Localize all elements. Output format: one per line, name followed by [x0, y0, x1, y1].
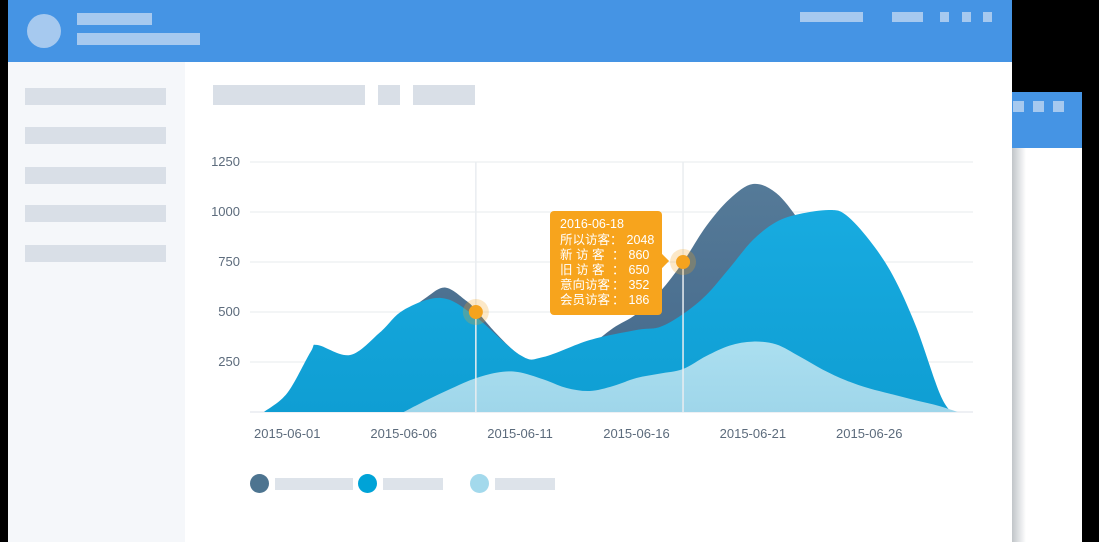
tooltip-row: 会员访客： 186 [560, 293, 650, 307]
filter-bar-placeholder[interactable] [413, 85, 475, 105]
legend-dot [358, 474, 377, 493]
legend-label-placeholder [275, 478, 353, 490]
highlight-dot-halo [462, 299, 489, 325]
avatar[interactable] [27, 14, 61, 48]
tooltip-row: 新 访 客： 860 [560, 248, 650, 262]
highlight-dot-halo [670, 249, 697, 275]
tooltip-row: 意向访客： 352 [560, 278, 650, 292]
x-axis-label: 2015-06-06 [370, 426, 437, 441]
sidebar-nav-item-placeholder[interactable] [25, 127, 166, 144]
sidebar-nav-item-placeholder[interactable] [25, 88, 166, 105]
sidebar [8, 62, 185, 542]
legend-dot [250, 474, 269, 493]
y-axis-label: 250 [218, 354, 240, 369]
highlight-dot[interactable] [468, 305, 483, 319]
tooltip-date: 2016-06-18 [560, 217, 624, 231]
header-action-icon[interactable] [940, 12, 949, 22]
area-series-light[interactable] [403, 341, 958, 412]
x-axis-label: 2015-06-16 [603, 426, 670, 441]
y-axis-label: 1000 [211, 204, 240, 219]
sidebar-nav-item-placeholder[interactable] [25, 167, 166, 184]
highlight-dot[interactable] [676, 255, 691, 269]
filter-chip-placeholder[interactable] [378, 85, 400, 105]
main-window: 250 500 750 1000 1250 2015-06-01 2015-06-06 20… [8, 0, 1012, 542]
sidebar-nav-item-placeholder[interactable] [25, 205, 166, 222]
background-window[interactable] [1012, 92, 1082, 542]
header-menu-placeholder[interactable] [892, 12, 923, 22]
x-axis-label: 2015-06-01 [254, 426, 321, 441]
sidebar-nav-item-placeholder[interactable] [25, 245, 166, 262]
legend-label-placeholder [495, 478, 555, 490]
legend-item[interactable] [470, 474, 555, 493]
header-menu-placeholder[interactable] [800, 12, 863, 22]
window-icon-placeholder [1013, 101, 1024, 112]
y-axis-label: 750 [218, 254, 240, 269]
tooltip-rows: 所以访客： 2048 新 访 客： 860 旧 访 客： 650 意向访客： 352 会员访客：… [560, 233, 655, 308]
chart-tooltip: 2016-06-18 所以访客： 2048 新 访 客： 860 旧 访 客： 650 意向… [550, 211, 670, 315]
legend-item[interactable] [358, 474, 443, 493]
tooltip-row: 旧 访 客： 650 [560, 263, 650, 277]
x-axis-label: 2015-06-26 [836, 426, 903, 441]
page-title-placeholder [213, 85, 365, 105]
legend-item[interactable] [250, 474, 353, 493]
header-title-placeholder [77, 13, 152, 25]
app-header [8, 0, 1012, 62]
legend-label-placeholder [383, 478, 443, 490]
background-window-header [1012, 92, 1082, 148]
x-axis-label: 2015-06-21 [719, 426, 787, 441]
y-axis-label: 500 [218, 304, 240, 319]
header-action-icon[interactable] [962, 12, 971, 22]
header-action-icon[interactable] [983, 12, 992, 22]
window-icon-placeholder [1033, 101, 1044, 112]
tooltip-arrow [654, 253, 670, 269]
legend-dot [470, 474, 489, 493]
tooltip-row: 所以访客： 2048 [560, 233, 655, 247]
x-axis-label: 2015-06-11 [487, 426, 553, 441]
window-icon-placeholder [1053, 101, 1064, 112]
y-axis-label: 1250 [211, 154, 240, 169]
header-subtitle-placeholder [77, 33, 200, 45]
